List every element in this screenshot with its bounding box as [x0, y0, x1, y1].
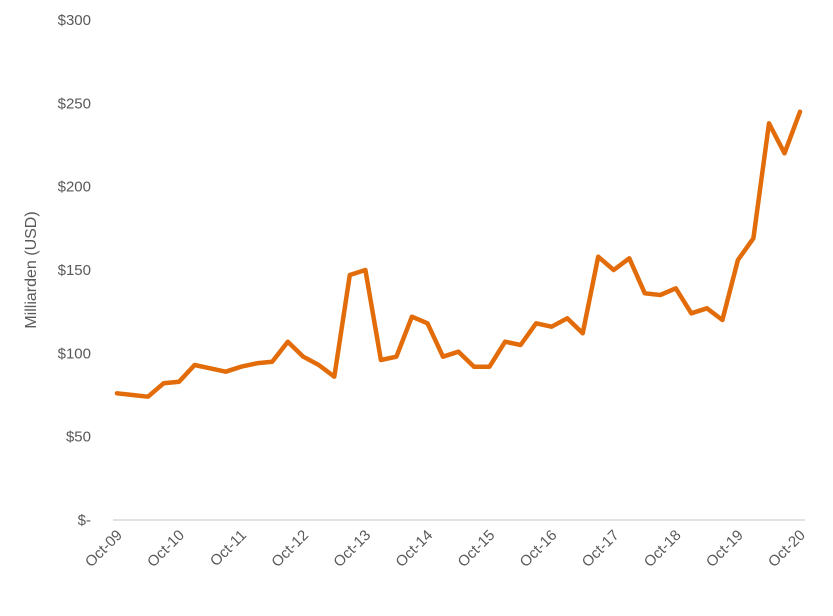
y-tick-label: $- [78, 512, 91, 529]
y-tick-label: $200 [58, 179, 91, 196]
y-axis-ticks: $- $50 $100 $150 $200 $250 $300 [58, 12, 91, 529]
x-tick-label: Oct-19 [703, 527, 747, 571]
x-tick-label: Oct-18 [641, 527, 685, 571]
x-tick-label: Oct-12 [268, 527, 312, 571]
x-tick-label: Oct-11 [207, 527, 250, 570]
y-tick-label: $150 [58, 262, 91, 279]
x-tick-label: Oct-20 [765, 527, 809, 571]
y-axis-title: Milliarden (USD) [23, 211, 40, 328]
y-tick-label: $50 [66, 429, 91, 446]
x-tick-label: Oct-09 [82, 527, 126, 571]
x-tick-label: Oct-16 [517, 527, 561, 571]
x-tick-label: Oct-13 [330, 527, 374, 571]
x-tick-label: Oct-17 [579, 527, 623, 571]
x-tick-label: Oct-14 [392, 527, 436, 571]
series-line [114, 109, 803, 399]
y-tick-label: $300 [58, 12, 91, 29]
y-tick-label: $100 [58, 345, 91, 362]
x-axis-ticks: Oct-09 Oct-10 Oct-11 Oct-12 Oct-13 Oct-14 Oct-… [82, 527, 809, 571]
y-tick-label: $250 [58, 95, 91, 112]
x-tick-label: Oct-15 [455, 527, 499, 571]
x-tick-label: Oct-10 [144, 527, 188, 571]
